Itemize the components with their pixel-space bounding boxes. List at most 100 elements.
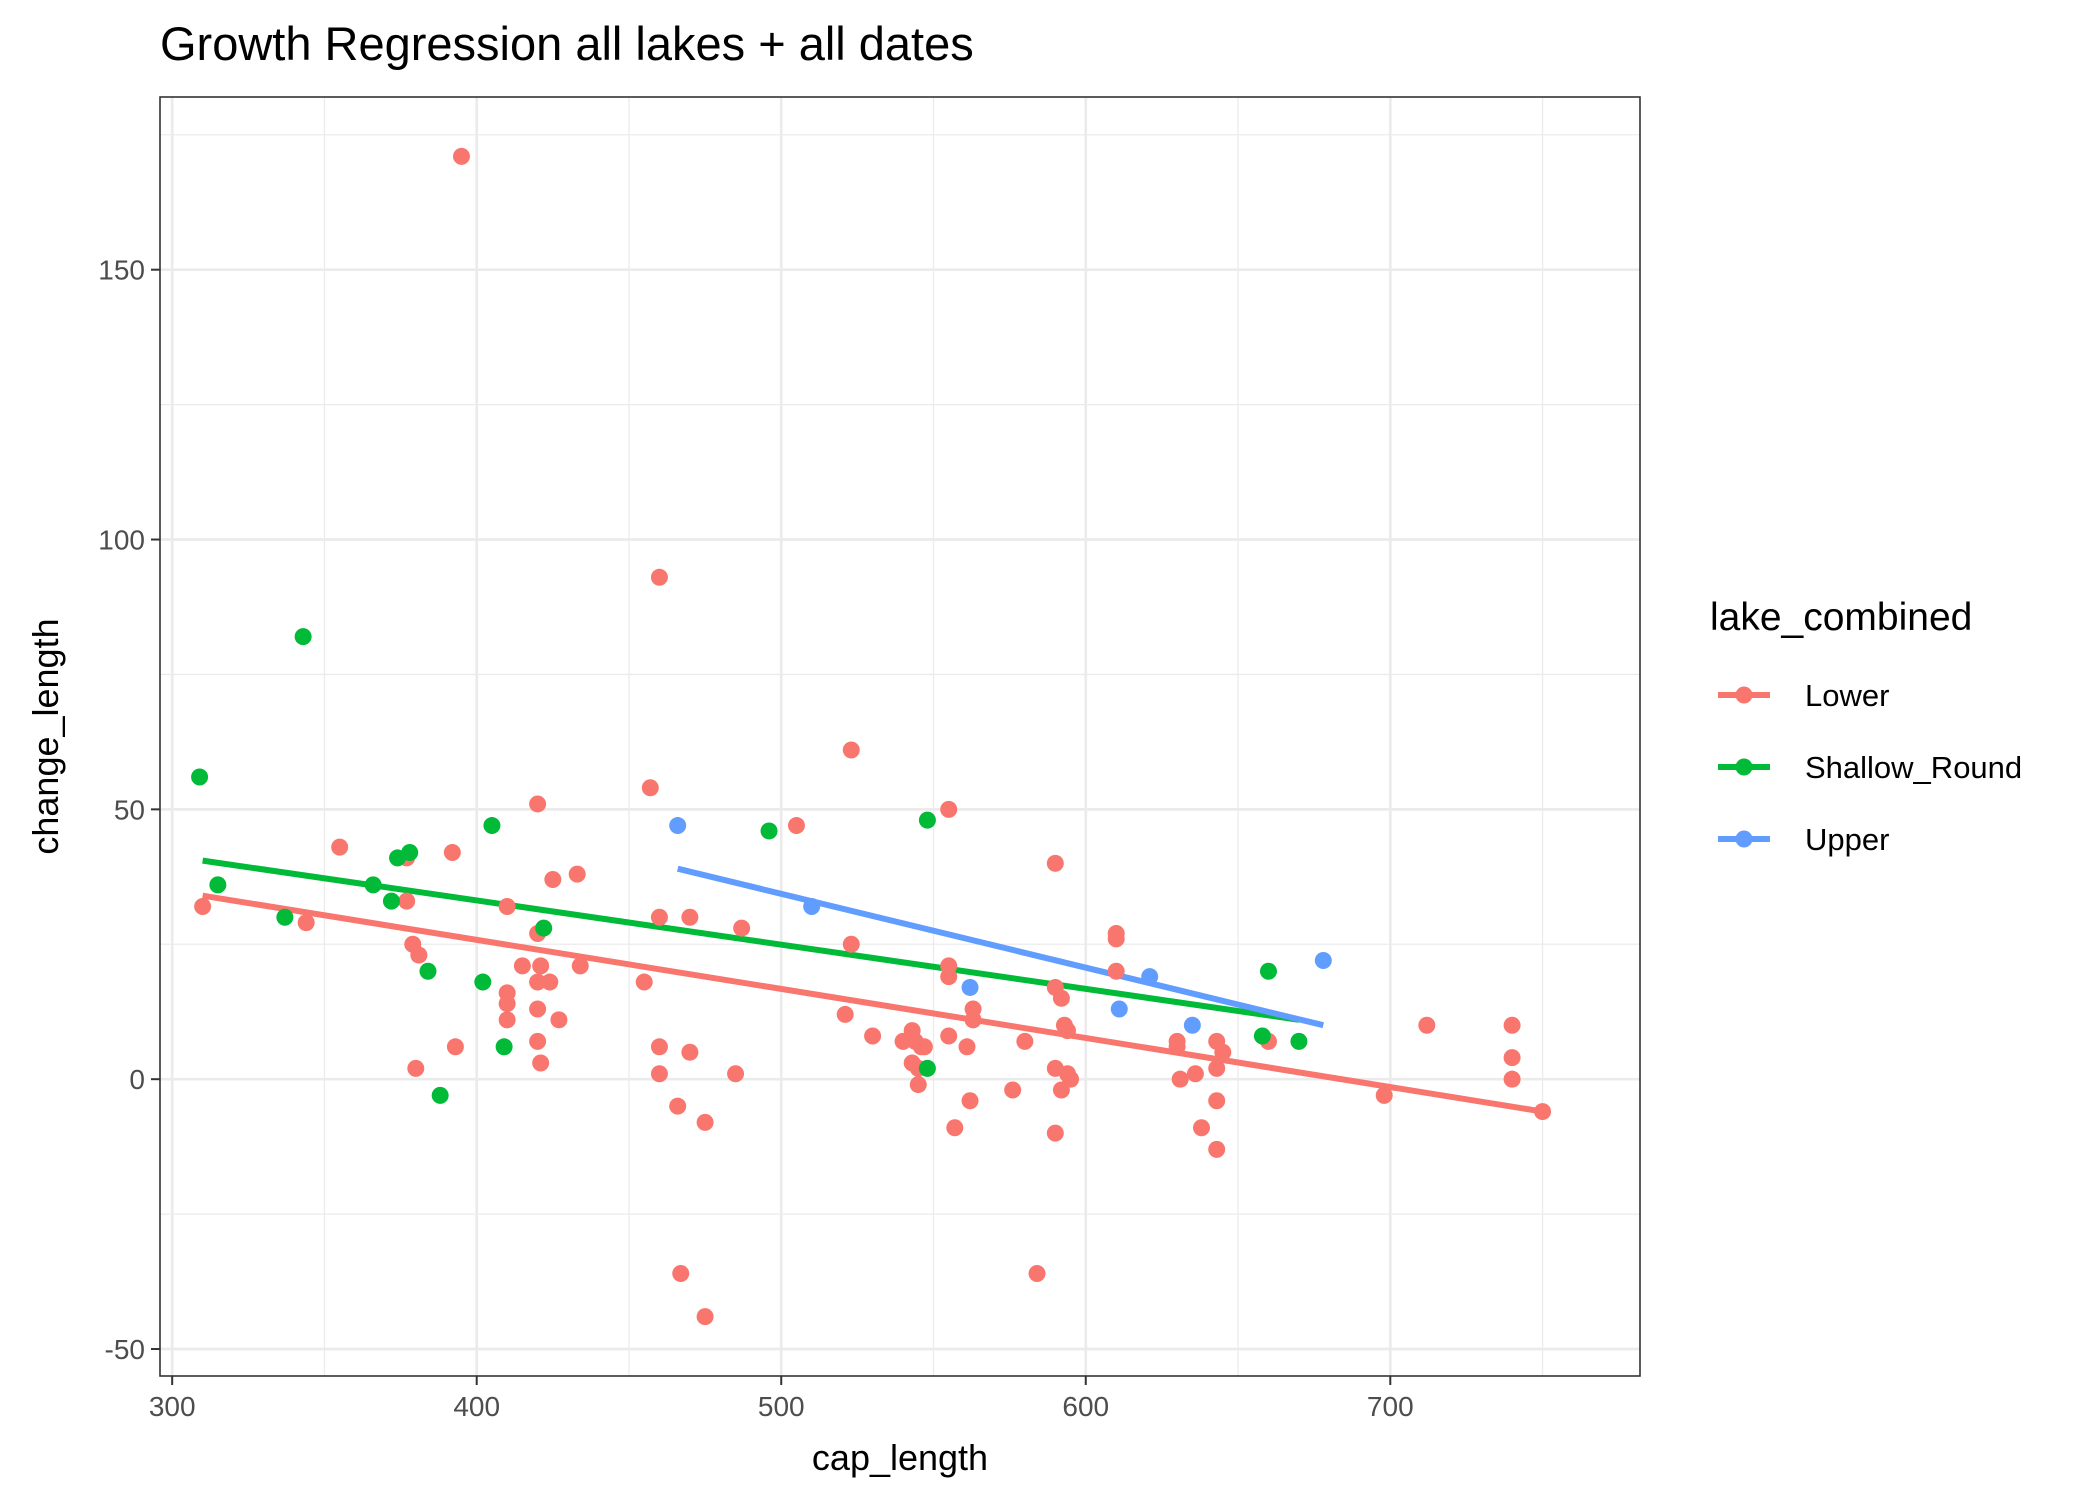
point-shallow-round	[760, 822, 778, 840]
point-lower	[1107, 962, 1125, 980]
x-axis-title: cap_length	[812, 1437, 988, 1478]
legend-title: lake_combined	[1710, 596, 1972, 639]
point-shallow-round	[918, 1059, 936, 1077]
legend-key-point	[1735, 686, 1753, 704]
x-tick-label: 400	[453, 1391, 500, 1422]
legend-label-shallow-round: Shallow_Round	[1805, 750, 2022, 785]
point-lower	[1046, 854, 1064, 872]
point-lower	[1016, 1032, 1034, 1050]
point-shallow-round	[918, 811, 936, 829]
point-lower	[194, 897, 212, 915]
legend-key-point	[1735, 758, 1753, 776]
point-lower	[940, 800, 958, 818]
point-lower	[1208, 1092, 1226, 1110]
point-shallow-round	[1253, 1027, 1271, 1045]
point-lower	[940, 968, 958, 986]
point-lower	[1168, 1038, 1186, 1056]
y-axis-title: change_length	[25, 618, 66, 854]
legend: lake_combined Lower Shallow_Round Upper	[1710, 596, 2022, 857]
point-shallow-round	[209, 876, 227, 894]
y-tick-label: -50	[105, 1334, 145, 1365]
point-lower	[696, 1308, 714, 1326]
y-tick-label: 100	[98, 525, 145, 556]
point-lower	[641, 779, 659, 797]
point-lower	[842, 935, 860, 953]
point-lower	[1208, 1059, 1226, 1077]
point-shallow-round	[474, 973, 492, 991]
point-lower	[733, 919, 751, 937]
point-lower	[1186, 1065, 1204, 1083]
point-upper	[961, 978, 979, 996]
point-shallow-round	[276, 908, 294, 926]
point-lower	[1192, 1119, 1210, 1137]
point-lower	[964, 1011, 982, 1029]
point-shallow-round	[535, 919, 553, 937]
point-upper	[1183, 1016, 1201, 1034]
point-shallow-round	[483, 817, 501, 835]
point-upper	[1314, 951, 1332, 969]
point-lower	[529, 1032, 547, 1050]
point-lower	[1062, 1070, 1080, 1088]
point-lower	[571, 957, 589, 975]
point-shallow-round	[401, 844, 419, 862]
point-lower	[498, 897, 516, 915]
point-lower	[836, 1005, 854, 1023]
point-lower	[407, 1059, 425, 1077]
point-lower	[787, 817, 805, 835]
point-shallow-round	[495, 1038, 513, 1056]
fit-line-lower	[202, 892, 1544, 1115]
point-lower	[672, 1264, 690, 1282]
point-lower	[1375, 1086, 1393, 1104]
point-lower	[1107, 930, 1125, 948]
point-lower	[961, 1092, 979, 1110]
y-tick-label: 150	[98, 255, 145, 286]
point-lower	[1052, 989, 1070, 1007]
point-shallow-round	[382, 892, 400, 910]
point-lower	[532, 957, 550, 975]
point-upper	[1110, 1000, 1128, 1018]
point-shallow-round	[191, 768, 209, 786]
point-lower	[446, 1038, 464, 1056]
fit-line-shallow-round	[202, 857, 1300, 1023]
point-lower	[915, 1038, 933, 1056]
point-upper	[669, 817, 687, 835]
point-lower	[946, 1119, 964, 1137]
point-lower	[727, 1065, 745, 1083]
point-lower	[1171, 1070, 1189, 1088]
point-lower	[529, 1000, 547, 1018]
point-lower	[1534, 1103, 1552, 1121]
point-lower	[958, 1038, 976, 1056]
point-lower	[1418, 1016, 1436, 1034]
point-lower	[864, 1027, 882, 1045]
point-lower	[1208, 1140, 1226, 1158]
point-upper	[1141, 968, 1159, 986]
point-lower	[1058, 1022, 1076, 1040]
point-lower	[696, 1113, 714, 1131]
point-shallow-round	[1290, 1032, 1308, 1050]
point-lower	[681, 908, 699, 926]
point-lower	[909, 1076, 927, 1094]
point-lower	[513, 957, 531, 975]
point-lower	[410, 946, 428, 964]
point-lower	[1004, 1081, 1022, 1099]
point-lower	[1503, 1016, 1521, 1034]
y-tick-label: 50	[114, 794, 145, 825]
point-lower	[681, 1043, 699, 1061]
point-lower	[1028, 1264, 1046, 1282]
y-tick-label: 0	[129, 1064, 145, 1095]
point-lower	[669, 1097, 687, 1115]
x-tick-label: 500	[758, 1391, 805, 1422]
fit-line-upper	[676, 865, 1324, 1029]
point-lower	[1046, 1124, 1064, 1142]
point-lower	[1214, 1043, 1232, 1061]
legend-key-point	[1735, 830, 1753, 848]
point-lower	[529, 973, 547, 991]
point-lower	[398, 892, 416, 910]
point-lower	[297, 914, 315, 932]
chart-title: Growth Regression all lakes + all dates	[160, 17, 974, 70]
x-tick-label: 700	[1367, 1391, 1414, 1422]
point-lower	[498, 1011, 516, 1029]
plot-panel	[160, 97, 1640, 1376]
